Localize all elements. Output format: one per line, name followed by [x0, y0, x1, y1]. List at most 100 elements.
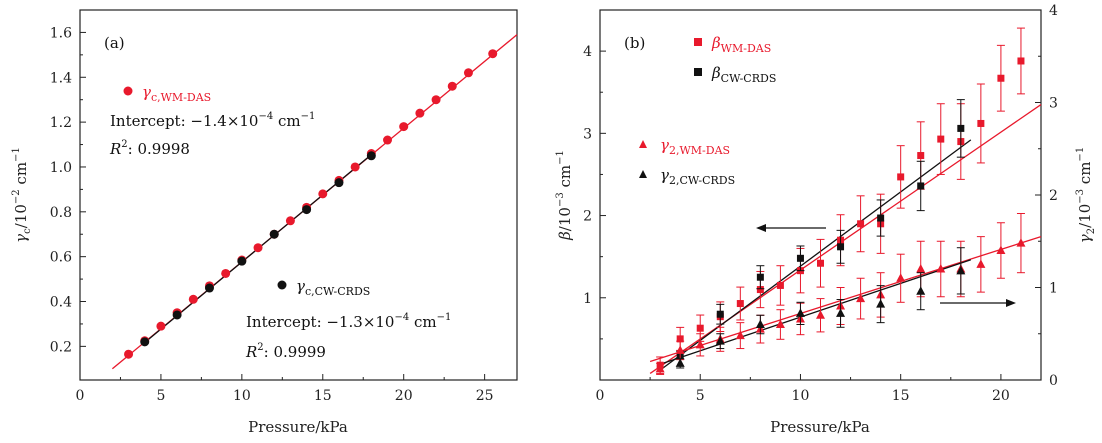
point-γ2,WM-DAS: [936, 264, 946, 273]
legend-marker-cw-crds-a: [277, 280, 287, 290]
panel-b-ylabel-left: β/10−3 cm−1: [555, 150, 574, 241]
legend-label-cw-crds-a: γc,CW-CRDS: [296, 277, 370, 298]
point-βWM-DAS: [997, 74, 1005, 82]
panel-a-xtick-label: 10: [233, 388, 251, 404]
panel-b-ticks: 0 5 10 15 20 1 2 3 4 0 1 2 3 4: [583, 3, 1058, 404]
panel-a-ytick-label: 0.6: [50, 250, 72, 266]
point-γc,WM-DAS: [415, 108, 425, 118]
point-βWM-DAS: [756, 286, 764, 294]
point-γc,WM-DAS: [447, 81, 457, 91]
point-βCW-CRDS: [957, 124, 965, 132]
point-γc,WM-DAS: [431, 95, 441, 105]
point-γ2,WM-DAS: [775, 319, 785, 328]
point-βWM-DAS: [977, 119, 985, 127]
arrow-left-axis: [756, 224, 826, 232]
point-βCW-CRDS: [917, 182, 925, 190]
point-γc,WM-DAS: [383, 135, 393, 145]
annotation-wm-intercept: Intercept: −1.4×10−4 cm−1: [110, 111, 315, 130]
fit-line-γ2,CW-CRDS: [659, 259, 972, 365]
point-βWM-DAS: [817, 259, 824, 267]
panel-b-ylabel-right: γ2/10−3 cm−1: [1075, 147, 1097, 243]
panel-a-xtick-label: 0: [76, 388, 85, 404]
point-βWM-DAS: [897, 173, 905, 181]
arrow-right-axis: [940, 299, 1016, 307]
point-γ2,WM-DAS: [735, 330, 745, 340]
panel-b-xtick-label: 0: [596, 388, 605, 404]
point-γc,CW-CRDS: [366, 151, 376, 161]
point-γc,CW-CRDS: [237, 256, 247, 266]
point-γ2,WM-DAS: [996, 245, 1006, 254]
point-γ2,WM-DAS: [916, 264, 926, 273]
panel-a-ytick-label: 1.2: [50, 115, 72, 131]
panel-b: 0 5 10 15 20 1 2 3 4 0 1 2 3 4 (b) βWM-DAS βCW-CRDS γ…: [555, 3, 1097, 436]
panel-b-ytick-left-label: 1: [583, 291, 592, 307]
point-γ2,WM-DAS: [655, 363, 665, 373]
legend-marker-wm-das-a: [123, 86, 133, 96]
annotation-cw-r2: R2: 0.9999: [245, 342, 326, 361]
panel-b-ytick-left-label: 4: [583, 44, 592, 60]
point-γ2,CW-CRDS: [675, 358, 685, 367]
panel-a-ytick-label: 1.4: [50, 70, 72, 86]
point-γc,CW-CRDS: [204, 283, 214, 293]
point-γ2,WM-DAS: [976, 259, 986, 268]
point-γ2,CW-CRDS: [956, 265, 966, 275]
legend-label-gamma2-wm-das: γ2,WM-DAS: [660, 136, 730, 157]
panel-b-ytick-right-label: 2: [1049, 188, 1058, 204]
panel-a-xtick-label: 25: [476, 388, 494, 404]
panel-b-ytick-right-label: 3: [1049, 96, 1058, 112]
point-γ2,WM-DAS: [816, 310, 825, 319]
point-γc,CW-CRDS: [334, 178, 344, 188]
panel-b-label: (b): [624, 34, 645, 52]
panel-b-ytick-right-label: 1: [1049, 281, 1058, 297]
panel-b-ytick-left-label: 2: [583, 209, 592, 225]
point-γ2,WM-DAS: [856, 293, 866, 303]
point-βWM-DAS: [857, 220, 865, 228]
legend-marker-beta-cw-crds: [694, 68, 702, 76]
point-βCW-CRDS: [796, 254, 804, 262]
point-γc,CW-CRDS: [140, 337, 150, 347]
panel-a-ylabel: γc/10−2 cm−1: [11, 147, 33, 243]
panel-a-label: (a): [104, 34, 125, 52]
point-γ2,CW-CRDS: [755, 319, 765, 328]
panel-a-xtick-label: 5: [156, 388, 165, 404]
panel-a-ytick-label: 1.0: [50, 160, 72, 176]
point-βWM-DAS: [736, 300, 744, 308]
legend-label-beta-cw-crds: βCW-CRDS: [711, 64, 776, 85]
point-βCW-CRDS: [877, 214, 885, 222]
panel-a-frame: [79, 9, 518, 381]
point-γc,CW-CRDS: [172, 310, 182, 320]
point-γ2,WM-DAS: [675, 345, 685, 354]
fit-line-βCW-CRDS: [659, 139, 972, 371]
point-γ2,CW-CRDS: [715, 336, 725, 345]
point-γ2,CW-CRDS: [836, 308, 846, 317]
panel-b-xtick-label: 15: [892, 388, 910, 404]
point-γc,CW-CRDS: [269, 229, 279, 239]
point-γ2,WM-DAS: [695, 339, 705, 349]
legend-marker-gamma2-wm-das: [639, 140, 647, 148]
panel-a-xtick-label: 15: [314, 388, 332, 404]
point-γc,CW-CRDS: [302, 205, 312, 215]
panel-b-fit-lines: [649, 104, 1042, 374]
point-γ2,CW-CRDS: [876, 299, 886, 308]
panel-a-xlabel: Pressure/kPa: [248, 418, 348, 436]
point-βWM-DAS: [696, 324, 704, 332]
legend-label-beta-wm-das: βWM-DAS: [711, 34, 771, 55]
panel-b-xtick-label: 10: [792, 388, 810, 404]
panel-b-ytick-left-label: 3: [583, 126, 592, 142]
point-γ2,CW-CRDS: [795, 308, 805, 317]
panel-a: 0 5 10 15 20 25 0.2 0.4 0.6 0.8 1.0 1.2 1.4 1.6 (a) γ…: [11, 9, 518, 436]
point-γc,WM-DAS: [253, 243, 263, 253]
panel-a-points: [124, 49, 498, 359]
point-γc,WM-DAS: [463, 68, 473, 78]
legend-marker-gamma2-cw-crds: [639, 170, 647, 178]
legend-label-wm-das-a: γc,WM-DAS: [142, 83, 211, 104]
point-βCW-CRDS: [716, 310, 724, 318]
panel-b-xtick-label: 5: [696, 388, 705, 404]
panel-b-points: [655, 27, 1026, 375]
fit-line-γ2,WM-DAS: [649, 236, 1042, 363]
panel-a-ticks: 0 5 10 15 20 25 0.2 0.4 0.6 0.8 1.0 1.2 1.4 1.6: [50, 25, 494, 404]
legend-marker-beta-wm-das: [694, 38, 702, 46]
point-γc,WM-DAS: [188, 294, 198, 304]
point-βWM-DAS: [676, 335, 684, 343]
